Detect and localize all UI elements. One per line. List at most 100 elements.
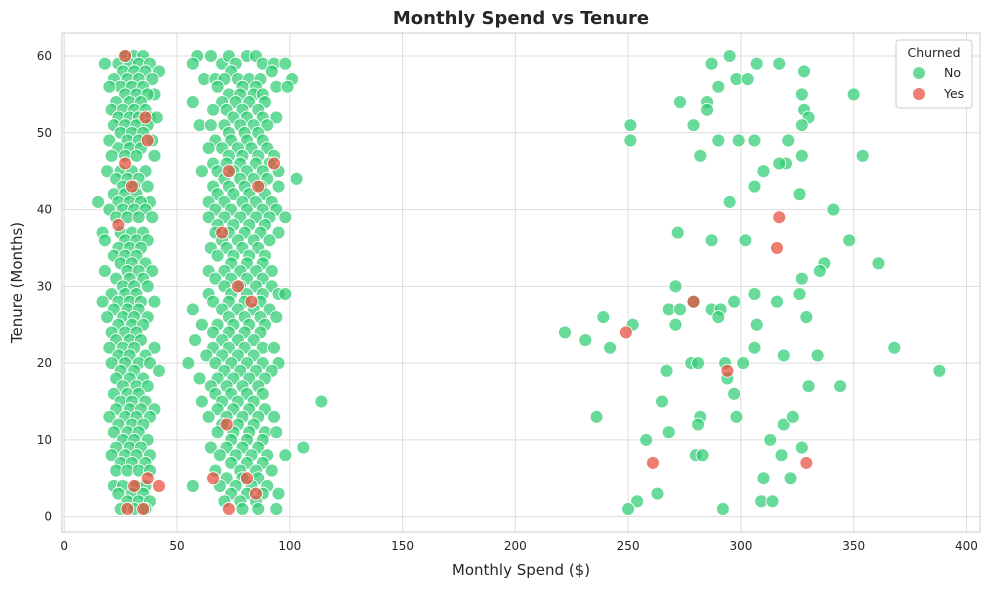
y-axis-ticks: 0 10 20 30 40 50 60 xyxy=(37,49,52,524)
grid-lines xyxy=(62,33,980,532)
point-no xyxy=(783,471,798,486)
point-yes xyxy=(118,49,133,63)
point-no xyxy=(770,294,784,309)
point-no xyxy=(722,194,737,209)
point-no xyxy=(145,72,160,87)
point-no xyxy=(129,148,144,163)
point-no xyxy=(785,409,800,424)
point-yes xyxy=(244,294,259,309)
point-no xyxy=(842,233,857,248)
point-no xyxy=(264,264,279,278)
y-tick-label: 20 xyxy=(37,356,52,370)
point-no xyxy=(747,133,762,148)
point-no xyxy=(106,425,121,440)
point-no xyxy=(704,56,719,71)
point-no xyxy=(799,310,814,324)
point-no xyxy=(203,118,218,133)
point-no xyxy=(756,471,771,486)
point-no xyxy=(711,310,726,324)
point-no xyxy=(280,79,295,94)
point-no xyxy=(731,133,746,148)
x-tick-label: 50 xyxy=(169,539,184,553)
point-yes xyxy=(152,478,166,493)
point-no xyxy=(269,425,284,440)
point-no xyxy=(145,210,160,225)
point-no xyxy=(729,409,744,424)
point-no xyxy=(140,179,155,194)
y-tick-label: 10 xyxy=(37,433,52,447)
point-no xyxy=(102,133,117,148)
point-no xyxy=(661,425,676,440)
point-no xyxy=(781,133,796,148)
x-tick-label: 300 xyxy=(729,539,752,553)
point-no xyxy=(201,141,216,156)
point-no xyxy=(704,233,719,248)
y-tick-label: 0 xyxy=(44,510,52,524)
point-no xyxy=(668,279,683,294)
point-no xyxy=(206,294,221,309)
point-no xyxy=(269,110,284,125)
point-yes xyxy=(251,179,266,194)
y-tick-label: 60 xyxy=(37,49,52,63)
point-no xyxy=(271,225,286,240)
point-no xyxy=(262,233,277,248)
point-no xyxy=(621,502,636,516)
point-no xyxy=(794,148,809,163)
point-no xyxy=(147,340,162,355)
x-axis-ticks: 0 50 100 150 200 250 300 350 400 xyxy=(60,539,977,553)
point-no xyxy=(812,264,827,278)
point-no xyxy=(855,148,870,163)
point-no xyxy=(212,448,227,463)
point-yes xyxy=(720,363,735,378)
point-no xyxy=(756,164,771,179)
point-no xyxy=(693,148,708,163)
point-yes xyxy=(118,156,133,171)
point-no xyxy=(673,302,687,317)
point-no xyxy=(623,133,638,148)
legend-label-yes: Yes xyxy=(943,86,964,101)
point-no xyxy=(185,56,200,71)
point-yes xyxy=(799,455,814,470)
point-no xyxy=(801,379,816,394)
point-no xyxy=(102,340,117,355)
point-no xyxy=(210,425,225,440)
point-yes xyxy=(240,471,254,486)
x-tick-label: 100 xyxy=(278,539,301,553)
point-no xyxy=(623,118,638,133)
point-yes xyxy=(127,478,142,493)
point-yes xyxy=(206,471,221,486)
point-no xyxy=(201,210,216,225)
point-no xyxy=(131,210,146,225)
point-no xyxy=(727,294,742,309)
point-no xyxy=(185,478,200,493)
point-no xyxy=(210,79,225,94)
point-no xyxy=(691,417,706,432)
point-no xyxy=(774,448,789,463)
point-no xyxy=(271,179,286,194)
x-tick-label: 0 xyxy=(60,539,68,553)
legend-marker-yes xyxy=(912,87,926,101)
point-no xyxy=(235,502,250,516)
point-no xyxy=(639,432,654,447)
point-no xyxy=(589,409,604,424)
legend: Churned No Yes xyxy=(895,39,973,109)
point-no xyxy=(596,310,611,324)
point-no xyxy=(269,502,284,516)
point-yes xyxy=(249,486,263,501)
point-no xyxy=(185,95,200,110)
point-no xyxy=(776,417,791,432)
point-no xyxy=(224,455,239,470)
point-no xyxy=(846,87,861,102)
x-tick-label: 150 xyxy=(391,539,414,553)
point-no xyxy=(278,56,293,71)
point-no xyxy=(208,356,223,371)
point-no xyxy=(772,56,787,71)
point-no xyxy=(97,56,112,71)
point-no xyxy=(711,79,726,94)
point-no xyxy=(278,287,293,301)
point-no xyxy=(147,294,162,309)
point-no xyxy=(100,164,115,179)
point-no xyxy=(104,356,119,371)
point-no xyxy=(314,394,329,409)
point-yes xyxy=(770,241,784,255)
